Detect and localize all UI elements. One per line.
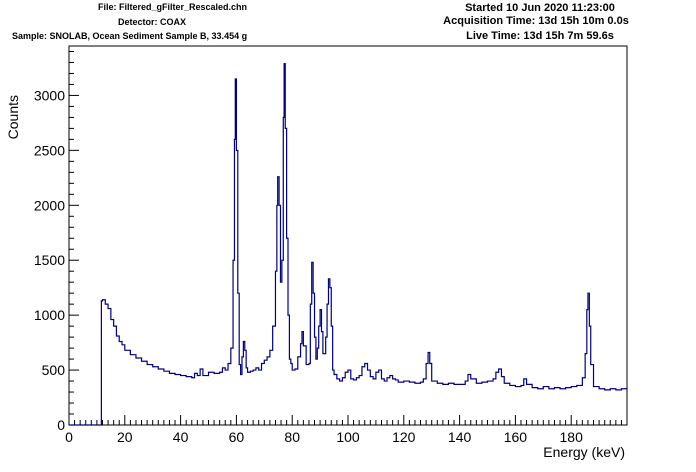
y-axis-label: Counts — [5, 95, 21, 139]
y-tick-label: 1500 — [34, 252, 65, 268]
y-tick-label: 500 — [42, 362, 66, 378]
x-tick-label: 160 — [504, 429, 528, 445]
x-tick-label: 20 — [117, 429, 133, 445]
file-label: File: Filtered_gFilter_Rescaled.chn — [98, 2, 248, 12]
started-label: Started 10 Jun 2020 11:23:00 — [465, 2, 615, 14]
axis-ticks — [68, 50, 628, 426]
plot-frame — [68, 45, 628, 426]
x-tick-label: 100 — [336, 429, 360, 445]
axes — [68, 45, 628, 426]
y-tick-label: 0 — [57, 417, 65, 433]
x-axis-label: Energy (keV) — [543, 444, 625, 460]
x-tick-label: 120 — [392, 429, 416, 445]
x-tick-label: 40 — [173, 429, 189, 445]
x-tick-label: 180 — [560, 429, 584, 445]
spectrum-line — [69, 62, 628, 426]
x-tick-label: 60 — [229, 429, 245, 445]
y-tick-label: 3000 — [34, 87, 65, 103]
series-layer — [69, 62, 628, 426]
y-tick-label: 1000 — [34, 307, 65, 323]
x-tick-label: 140 — [448, 429, 472, 445]
acquisition-time-label: Acquisition Time: 13d 15h 10m 0.0s — [443, 15, 629, 27]
tick-labels: 0 20 40 60 80 100 120 140 160 180 0 500 1000 1500 2000… — [34, 87, 583, 445]
sample-label: Sample: SNOLAB, Ocean Sediment Sample B,… — [12, 31, 248, 41]
live-time-label: Live Time: 13d 15h 7m 59.6s — [466, 30, 614, 42]
detector-label: Detector: COAX — [118, 17, 187, 27]
x-tick-label: 80 — [284, 429, 300, 445]
y-tick-label: 2000 — [34, 197, 65, 213]
x-tick-label: 0 — [65, 429, 73, 445]
y-tick-label: 2500 — [34, 142, 65, 158]
